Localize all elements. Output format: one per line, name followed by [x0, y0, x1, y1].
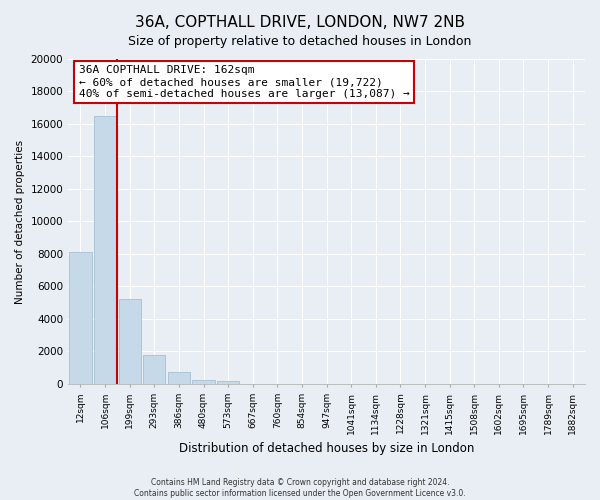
Text: Size of property relative to detached houses in London: Size of property relative to detached ho…	[128, 35, 472, 48]
Bar	[94, 116, 116, 384]
Bar	[193, 380, 215, 384]
Bar	[168, 372, 190, 384]
Bar	[217, 380, 239, 384]
Y-axis label: Number of detached properties: Number of detached properties	[15, 140, 25, 304]
Text: Contains HM Land Registry data © Crown copyright and database right 2024.
Contai: Contains HM Land Registry data © Crown c…	[134, 478, 466, 498]
Text: 36A, COPTHALL DRIVE, LONDON, NW7 2NB: 36A, COPTHALL DRIVE, LONDON, NW7 2NB	[135, 15, 465, 30]
Bar	[143, 354, 166, 384]
Bar	[119, 298, 141, 384]
Bar	[70, 252, 92, 384]
X-axis label: Distribution of detached houses by size in London: Distribution of detached houses by size …	[179, 442, 474, 455]
Text: 36A COPTHALL DRIVE: 162sqm
← 60% of detached houses are smaller (19,722)
40% of : 36A COPTHALL DRIVE: 162sqm ← 60% of deta…	[79, 66, 409, 98]
